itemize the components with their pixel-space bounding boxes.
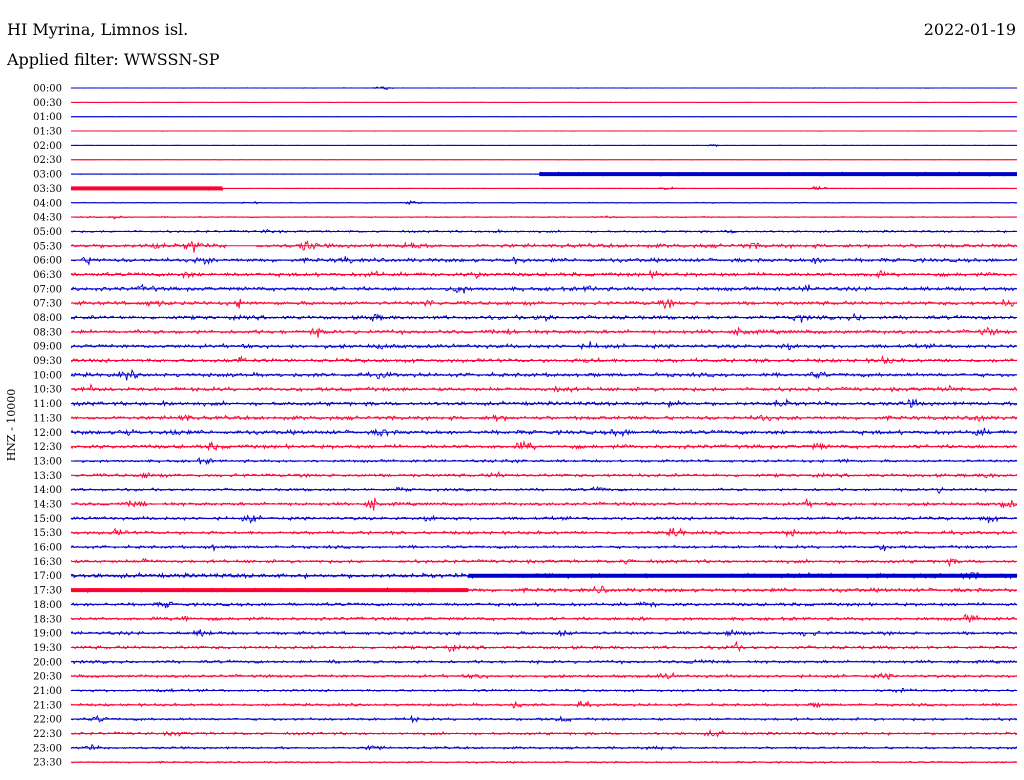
seismic-trace xyxy=(70,601,1018,609)
time-tick-label: 23:00 xyxy=(33,743,62,754)
time-tick-label: 13:00 xyxy=(33,456,62,467)
time-tick-label: 11:30 xyxy=(33,413,62,424)
time-tick-label: 16:00 xyxy=(33,543,62,554)
seismic-trace xyxy=(70,640,1018,653)
seismic-trace xyxy=(70,439,1018,452)
time-tick-label: 22:00 xyxy=(33,715,62,726)
time-tick-label: 17:00 xyxy=(33,571,62,582)
time-tick-label: 11:00 xyxy=(33,399,62,410)
time-tick-label: 06:30 xyxy=(33,270,62,281)
time-tick-label: 03:30 xyxy=(33,184,62,195)
station-title: HI Myrina, Limnos isl. xyxy=(7,20,189,39)
date-label: 2022-01-19 xyxy=(923,20,1016,39)
time-tick-label: 04:30 xyxy=(33,213,62,224)
time-tick-label: 13:30 xyxy=(33,471,62,482)
time-tick-label: 07:00 xyxy=(33,284,62,295)
time-tick-label: 18:00 xyxy=(33,600,62,611)
seismic-trace xyxy=(70,240,1018,253)
time-tick-label: 10:00 xyxy=(33,370,62,381)
time-tick-label: 02:30 xyxy=(33,155,62,166)
time-tick-label: 09:30 xyxy=(33,356,62,367)
seismic-trace xyxy=(70,527,1018,538)
time-tick-label: 00:30 xyxy=(33,98,62,109)
seismic-trace xyxy=(70,326,1018,338)
time-tick-label: 00:00 xyxy=(33,84,62,95)
time-tick-label: 20:00 xyxy=(33,657,62,668)
time-tick-label: 21:30 xyxy=(33,700,62,711)
time-tick-label: 12:30 xyxy=(33,442,62,453)
y-axis-label: HNZ - 10000 xyxy=(5,389,18,462)
time-tick-label: 05:00 xyxy=(33,227,62,238)
time-tick-label: 12:00 xyxy=(33,428,62,439)
time-tick-label: 02:00 xyxy=(33,141,62,152)
time-tick-label: 21:00 xyxy=(33,686,62,697)
time-tick-label: 14:30 xyxy=(33,500,62,511)
time-tick-label: 09:00 xyxy=(33,342,62,353)
time-tick-label: 04:00 xyxy=(33,198,62,209)
time-tick-label: 18:30 xyxy=(33,614,62,625)
seismic-trace xyxy=(70,341,1018,351)
seismic-trace xyxy=(70,743,1018,751)
time-tick-label: 08:30 xyxy=(33,327,62,338)
seismic-trace xyxy=(70,354,1018,365)
seismic-trace xyxy=(70,557,1018,568)
traces-group: 00:00 00:30 01:00 01:30 02:00 02:30 03:00 03:30… xyxy=(33,84,1018,769)
time-tick-label: 01:00 xyxy=(33,112,62,123)
time-tick-label: 10:30 xyxy=(33,385,62,396)
seismic-trace xyxy=(70,414,1018,423)
seismic-trace xyxy=(70,613,1018,623)
time-tick-label: 01:30 xyxy=(33,127,62,138)
time-tick-label: 08:00 xyxy=(33,313,62,324)
seismic-trace xyxy=(70,544,1018,552)
time-tick-label: 20:30 xyxy=(33,672,62,683)
time-tick-label: 17:30 xyxy=(33,586,62,597)
seismic-trace xyxy=(70,368,1018,381)
time-tick-label: 15:30 xyxy=(33,528,62,539)
time-tick-label: 14:00 xyxy=(33,485,62,496)
time-tick-label: 22:30 xyxy=(33,729,62,740)
time-tick-label: 15:00 xyxy=(33,514,62,525)
seismic-trace xyxy=(70,383,1018,394)
seismic-trace xyxy=(70,269,1018,280)
time-tick-label: 19:30 xyxy=(33,643,62,654)
time-tick-label: 05:30 xyxy=(33,241,62,252)
time-tick-label: 16:30 xyxy=(33,557,62,568)
time-tick-label: 23:30 xyxy=(33,758,62,769)
time-tick-label: 06:00 xyxy=(33,256,62,267)
time-tick-label: 07:30 xyxy=(33,299,62,310)
time-tick-label: 19:00 xyxy=(33,629,62,640)
time-tick-label: 03:00 xyxy=(33,170,62,181)
seismic-trace xyxy=(70,312,1018,323)
seismic-trace xyxy=(70,514,1018,525)
filter-label: Applied filter: WWSSN-SP xyxy=(7,50,220,69)
